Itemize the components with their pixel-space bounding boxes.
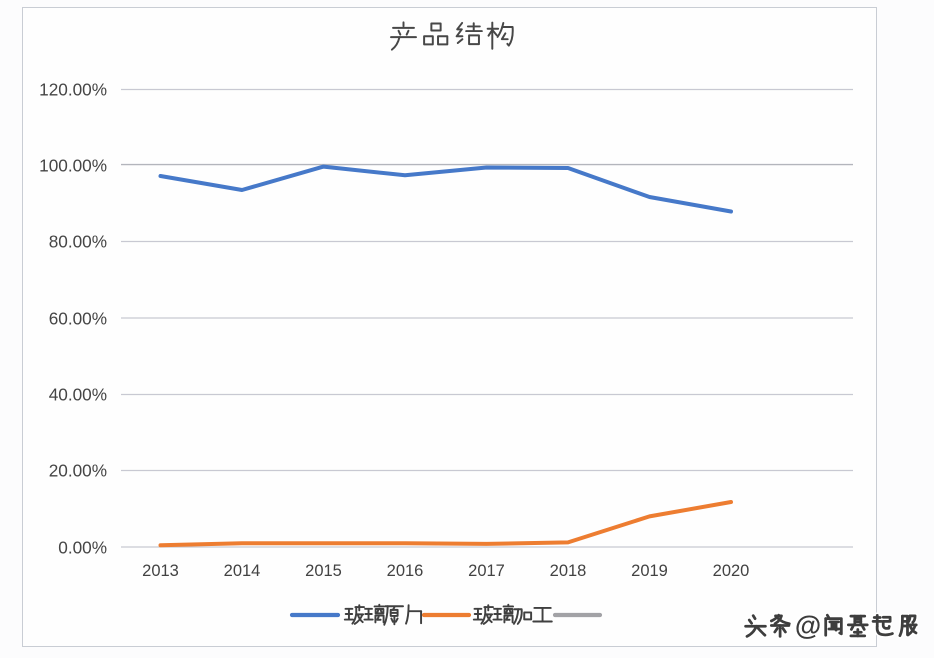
- svg-text:2014: 2014: [224, 562, 261, 580]
- svg-text:2018: 2018: [550, 562, 587, 580]
- svg-text:2020: 2020: [713, 562, 750, 580]
- svg-text:2016: 2016: [387, 562, 424, 580]
- svg-text:80.00%: 80.00%: [49, 232, 107, 252]
- svg-text:0.00%: 0.00%: [58, 538, 107, 558]
- svg-text:100.00%: 100.00%: [39, 156, 107, 176]
- svg-text:2019: 2019: [631, 562, 668, 580]
- svg-text:40.00%: 40.00%: [49, 385, 107, 405]
- svg-text:20.00%: 20.00%: [49, 461, 107, 481]
- svg-text:@: @: [795, 611, 821, 641]
- svg-text:@: @: [795, 611, 821, 641]
- svg-text:60.00%: 60.00%: [49, 309, 107, 329]
- svg-text:2013: 2013: [142, 562, 179, 580]
- svg-text:2015: 2015: [305, 562, 342, 580]
- svg-text:2017: 2017: [468, 562, 505, 580]
- svg-text:120.00%: 120.00%: [39, 80, 107, 100]
